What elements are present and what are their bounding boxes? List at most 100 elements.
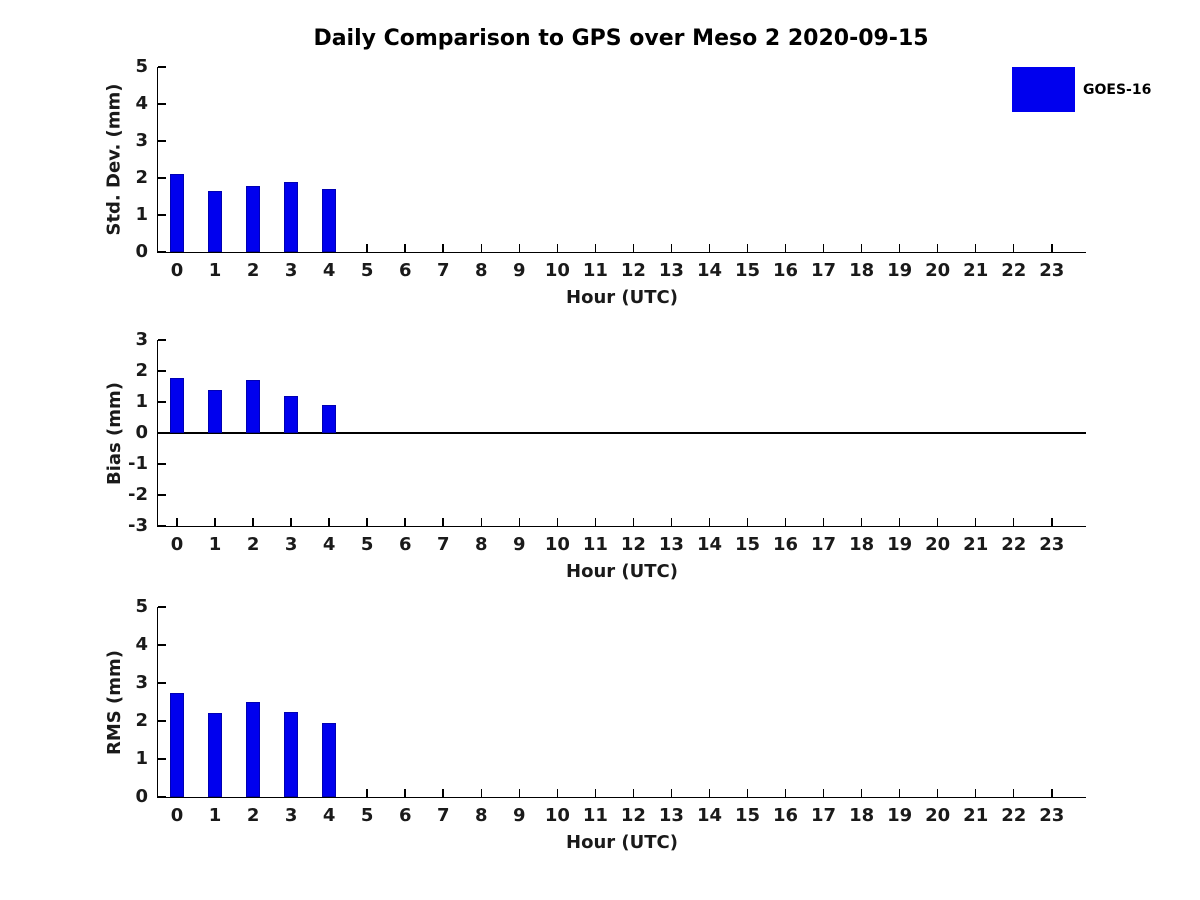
y-tick-label: -3 xyxy=(128,515,148,536)
x-tick-mark xyxy=(366,789,368,797)
x-tick-label: 8 xyxy=(475,260,488,281)
bar-hour-2 xyxy=(246,702,261,797)
x-tick-label: 6 xyxy=(398,534,412,555)
x-tick-label: 16 xyxy=(773,260,799,281)
y-tick-label: 0 xyxy=(135,422,148,443)
y-tick-mark xyxy=(158,494,166,496)
x-tick-label: 22 xyxy=(1001,805,1027,826)
y-tick-mark xyxy=(158,758,166,760)
x-tick-label: 5 xyxy=(360,534,374,555)
x-tick-mark xyxy=(1051,789,1053,797)
x-tick-label: 19 xyxy=(887,534,913,555)
x-tick-label: 3 xyxy=(284,805,298,826)
x-tick-mark xyxy=(632,518,635,526)
subplot-bias: -3 -2 -1 0 1 2 3 0 1 2 3 4 5 6 7 8 9 10 11 12 13 14 15 16 17 18 19… xyxy=(104,329,1086,582)
bar-hour-2 xyxy=(246,186,261,252)
x-tick-mark xyxy=(176,518,178,526)
x-tick-label: 10 xyxy=(544,260,570,281)
x-tick-mark xyxy=(898,518,901,526)
x-tick-label: 7 xyxy=(436,260,450,281)
x-tick-label: 4 xyxy=(322,534,336,555)
legend: GOES-16 xyxy=(1012,67,1151,112)
x-tick-label: 8 xyxy=(475,534,488,555)
x-tick-mark xyxy=(860,518,863,526)
bar-hour-1 xyxy=(208,389,223,433)
x-tick-label: 9 xyxy=(513,534,526,555)
y-tick-mark xyxy=(158,463,166,465)
x-tick-mark xyxy=(708,518,711,526)
x-tick-label: 13 xyxy=(658,805,684,826)
x-tick-label: 20 xyxy=(925,260,951,281)
x-tick-label: 23 xyxy=(1039,260,1065,281)
y-tick-label: 5 xyxy=(135,56,148,77)
x-tick-mark xyxy=(404,244,406,252)
x-tick-label: 1 xyxy=(208,534,222,555)
y-tick-mark xyxy=(158,251,166,253)
x-tick-mark xyxy=(784,789,787,797)
x-tick-mark xyxy=(670,244,673,252)
x-tick-mark xyxy=(898,244,901,252)
x-tick-label: 0 xyxy=(170,805,184,826)
x-tick-mark xyxy=(784,244,787,252)
y-tick-label: 0 xyxy=(135,786,148,807)
x-axis-label: Hour (UTC) xyxy=(566,832,678,853)
bar-hour-0 xyxy=(170,692,185,797)
x-tick-mark xyxy=(1012,244,1015,252)
x-tick-label: 14 xyxy=(696,534,722,555)
x-tick-mark xyxy=(1051,518,1053,526)
y-tick-label: 4 xyxy=(135,93,148,114)
x-tick-mark xyxy=(670,789,673,797)
x-tick-label: 10 xyxy=(544,534,570,555)
x-tick-mark xyxy=(822,789,825,797)
x-tick-label: 8 xyxy=(475,805,488,826)
x-tick-mark xyxy=(1051,244,1053,252)
x-tick-label: 22 xyxy=(1001,260,1027,281)
bar-hour-1 xyxy=(208,190,223,252)
x-tick-label: 6 xyxy=(398,805,412,826)
x-tick-mark xyxy=(594,244,597,252)
y-tick-label: 1 xyxy=(135,391,148,412)
subplot-rms: 0 1 2 3 4 5 0 1 2 3 4 5 6 7 8 9 10 11 12 13 14 15 16 17 18 19 20 21… xyxy=(104,596,1086,853)
x-tick-label: 3 xyxy=(284,260,298,281)
x-tick-mark xyxy=(936,789,939,797)
x-tick-label: 14 xyxy=(696,805,722,826)
x-tick-label: 2 xyxy=(246,260,260,281)
x-tick-label: 7 xyxy=(436,805,450,826)
x-tick-mark xyxy=(518,518,521,526)
x-tick-mark xyxy=(404,789,406,797)
x-tick-mark xyxy=(708,789,711,797)
y-tick-mark xyxy=(158,214,166,216)
bar-hour-4 xyxy=(322,189,337,252)
x-tick-label: 3 xyxy=(284,534,298,555)
y-tick-mark xyxy=(158,140,166,142)
x-tick-label: 17 xyxy=(811,260,837,281)
y-axis-label: RMS (mm) xyxy=(74,607,154,797)
y-tick-mark xyxy=(158,177,166,179)
x-tick-label: 2 xyxy=(246,805,260,826)
bar-hour-0 xyxy=(170,174,185,252)
y-axis-label-text: RMS (mm) xyxy=(103,649,125,755)
x-tick-mark xyxy=(594,518,597,526)
x-tick-label: 12 xyxy=(620,534,646,555)
x-tick-mark xyxy=(860,244,863,252)
x-tick-mark xyxy=(936,244,939,252)
x-tick-label: 19 xyxy=(887,260,913,281)
x-tick-label: 2 xyxy=(246,534,260,555)
x-tick-label: 23 xyxy=(1039,805,1065,826)
y-tick-label: 2 xyxy=(135,710,148,731)
x-tick-label: 12 xyxy=(620,260,646,281)
x-tick-mark xyxy=(746,244,749,252)
x-tick-mark xyxy=(632,789,635,797)
x-tick-mark xyxy=(822,244,825,252)
x-tick-label: 20 xyxy=(925,805,951,826)
x-tick-label: 0 xyxy=(170,260,184,281)
x-tick-label: 15 xyxy=(734,805,761,826)
x-tick-mark xyxy=(442,244,444,252)
x-tick-mark xyxy=(632,244,635,252)
y-tick-mark xyxy=(158,370,166,372)
x-tick-mark xyxy=(746,518,749,526)
x-tick-label: 21 xyxy=(963,260,989,281)
x-tick-mark xyxy=(556,518,559,526)
y-axis-label: Bias (mm) xyxy=(74,340,154,526)
